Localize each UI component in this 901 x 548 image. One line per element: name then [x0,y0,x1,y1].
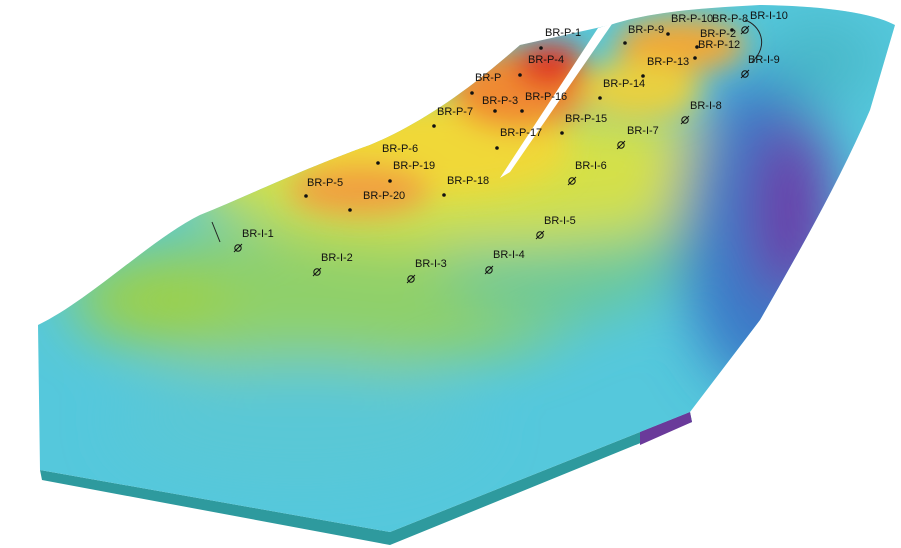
well-dot [518,73,522,77]
well-dot [470,91,474,95]
well-label: BR-P [475,72,501,84]
well-dot [388,179,392,183]
well-label: BR-P-8 [712,13,748,25]
well-label: BR-P-7 [437,106,473,118]
well-dot [442,193,446,197]
well-label: BR-I-4 [493,249,525,261]
well-dot [304,194,308,198]
well-label: BR-I-5 [544,215,576,227]
well-label: BR-I-3 [415,258,447,270]
well-label: BR-I-8 [690,100,722,112]
well-label: BR-P-12 [698,39,740,51]
well-dot [539,46,543,50]
well-label: BR-P-17 [500,127,542,139]
well-dot [493,109,497,113]
well-label: BR-I-7 [627,125,659,137]
well-dot [432,124,436,128]
well-dot [495,146,499,150]
well-label: BR-P-5 [307,177,343,189]
well-label: BR-I-6 [575,160,607,172]
well-dot [693,56,697,60]
well-label: BR-P-10 [671,13,713,25]
well-dot [623,41,627,45]
well-dot [666,32,670,36]
well-label: BR-I-2 [321,252,353,264]
well-dot [560,131,564,135]
well-label: BR-P-4 [528,54,564,66]
well-label: BR-I-1 [242,228,274,240]
well-dot [520,109,524,113]
well-label: BR-P-18 [447,175,489,187]
well-dot [598,96,602,100]
well-label: BR-P-20 [363,190,405,202]
well-label: BR-P-13 [647,56,689,68]
well-label: BR-P-3 [482,95,518,107]
well-label: BR-I-10 [750,10,788,22]
well-label: BR-P-19 [393,160,435,172]
well-label: BR-P-9 [628,24,664,36]
surface-view: BR-P-1 BR-P-4 BR-P BR-P-3 BR-P-16 BR-P-7 BR-P-… [0,0,901,548]
well-dot [376,161,380,165]
well-label: BR-P-16 [525,91,567,103]
well-label: BR-P-15 [565,113,607,125]
well-dot [348,208,352,212]
surface [0,0,901,548]
well-label: BR-P-6 [382,143,418,155]
well-label: BR-P-14 [603,78,645,90]
well-label: BR-I-9 [748,54,780,66]
well-label: BR-P-1 [545,27,581,39]
